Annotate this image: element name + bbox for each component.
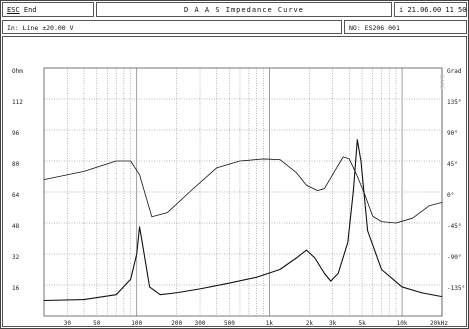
x-tick-label: 10k	[397, 320, 408, 327]
y-tick-label: Ohm	[12, 68, 23, 75]
phase-curve	[43, 156, 443, 224]
plot-border	[43, 67, 443, 317]
y-tick-label: 96	[12, 130, 20, 137]
y-tick-label: 64	[12, 192, 20, 199]
x-tick-label: 5k	[359, 320, 367, 327]
y2-tick-label: Grad	[447, 68, 462, 75]
y2-tick-label: -135°	[447, 285, 465, 292]
x-tick-label: 100	[131, 320, 142, 327]
y2-tick-label: -45°	[447, 223, 461, 230]
input-range-field: In: Line ±20.00 V	[2, 20, 342, 34]
x-tick-label: 1k	[266, 320, 274, 327]
y-tick-label: 48	[12, 223, 20, 230]
x-tick-label: 500	[224, 320, 235, 327]
info-icon: i	[399, 6, 404, 14]
esc-key-label: ESC	[7, 6, 20, 14]
y2-tick-label: 135°	[447, 99, 461, 106]
y2-tick-label: 45°	[447, 161, 458, 168]
chart-title: D A A S Impedance Curve	[96, 2, 392, 17]
end-label: End	[23, 6, 37, 14]
y2-tick-label: 90°	[447, 130, 458, 137]
y-tick-label: 32	[12, 254, 20, 261]
y-tick-label: 112	[12, 99, 23, 106]
y-tick-label: 16	[12, 285, 20, 292]
datetime-field: i 21.06.00 11 50	[394, 2, 467, 17]
y2-tick-label: -90°	[447, 254, 461, 261]
x-tick-label: 50	[93, 320, 101, 327]
x-tick-label: 200	[171, 320, 182, 327]
x-tick-label: 3k	[329, 320, 337, 327]
esc-end-button[interactable]: ESC End	[2, 2, 94, 17]
x-tick-label: 30	[64, 320, 72, 327]
plot-area	[2, 36, 467, 327]
impedance-curve	[43, 139, 443, 302]
datetime-text: 21.06.00 11 50	[407, 6, 467, 14]
x-tick-label: 20kHz	[430, 320, 448, 327]
x-tick-label: 300	[195, 320, 206, 327]
device-number-field: NO: ES206 001	[344, 20, 467, 34]
watermark-text: DAAS	[438, 75, 445, 90]
x-tick-label: 2k	[306, 320, 314, 327]
y-tick-label: 80	[12, 161, 20, 168]
y2-tick-label: 0°	[447, 192, 454, 199]
